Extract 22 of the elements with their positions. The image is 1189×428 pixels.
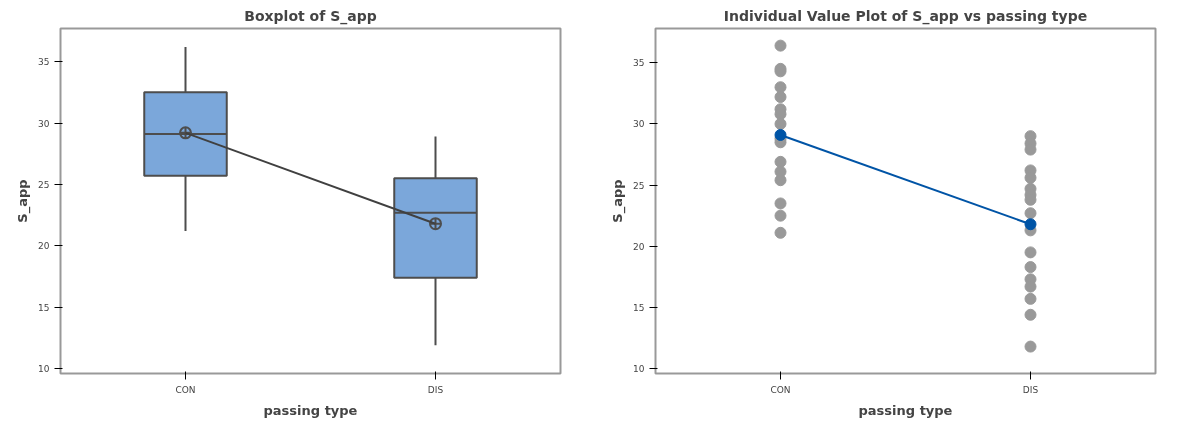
- y-tick-label: 35: [633, 58, 645, 69]
- y-tick-label: 25: [38, 179, 50, 190]
- y-tick-label: 30: [633, 119, 645, 130]
- y-tick-label: 20: [38, 241, 50, 252]
- y-tick-label: 35: [38, 57, 50, 68]
- y-axis-title: S_app: [15, 179, 32, 223]
- x-tick-label: DIS: [1022, 384, 1039, 395]
- y-tick-label: 10: [38, 364, 50, 375]
- x-axis-title: passing type: [263, 402, 358, 418]
- chart-title: Boxplot of S_app: [244, 7, 377, 25]
- x-tick-label: CON: [175, 384, 196, 395]
- chart-title: Individual Value Plot of S_app vs passing type: [723, 7, 1088, 25]
- y-tick-label: 15: [38, 302, 50, 313]
- x-axis-title: passing type: [858, 402, 953, 418]
- x-tick-label: DIS: [427, 384, 444, 395]
- y-tick-label: 25: [633, 180, 645, 191]
- y-tick-label: 10: [633, 364, 645, 375]
- y-tick-label: 30: [38, 118, 50, 129]
- x-tick-label: CON: [770, 384, 791, 395]
- y-axis-title: S_app: [610, 179, 627, 223]
- y-tick-label: 15: [633, 302, 645, 313]
- y-tick-label: 20: [633, 241, 645, 252]
